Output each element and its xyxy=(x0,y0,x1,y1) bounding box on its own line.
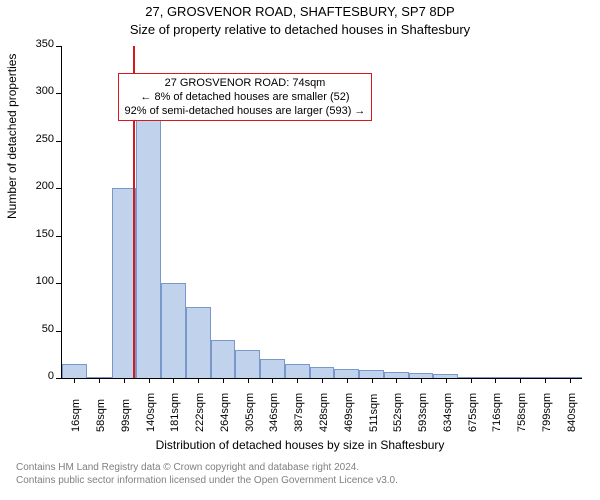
y-tick-label: 150 xyxy=(22,228,54,240)
footer-line-2: Contains public sector information licen… xyxy=(16,475,600,488)
y-tick-label: 50 xyxy=(22,323,54,335)
histogram-bar xyxy=(186,307,211,378)
x-tick-label: 181sqm xyxy=(169,393,181,432)
y-tick-label: 100 xyxy=(22,275,54,287)
chart-subtitle: Size of property relative to detached ho… xyxy=(0,22,600,37)
x-tick-mark xyxy=(149,378,150,383)
histogram-bar xyxy=(235,350,260,378)
histogram-bar xyxy=(260,359,285,378)
y-tick-mark xyxy=(56,93,62,94)
x-tick-mark xyxy=(421,378,422,383)
y-tick-mark xyxy=(56,141,62,142)
info-box-line: 92% of semi-detached houses are larger (… xyxy=(125,104,366,118)
x-tick-label: 58sqm xyxy=(95,399,107,432)
histogram-bar xyxy=(161,283,186,378)
page-title: 27, GROSVENOR ROAD, SHAFTESBURY, SP7 8DP xyxy=(0,4,600,19)
x-tick-label: 593sqm xyxy=(417,393,429,432)
y-tick-label: 200 xyxy=(22,180,54,192)
histogram-bar xyxy=(211,340,236,378)
y-tick-mark xyxy=(56,331,62,332)
x-tick-mark xyxy=(99,378,100,383)
x-tick-label: 552sqm xyxy=(392,393,404,432)
x-tick-label: 140sqm xyxy=(145,393,157,432)
x-tick-label: 387sqm xyxy=(293,393,305,432)
x-tick-label: 99sqm xyxy=(120,399,132,432)
y-tick-mark xyxy=(56,236,62,237)
y-tick-mark xyxy=(56,283,62,284)
x-tick-label: 840sqm xyxy=(566,393,578,432)
x-tick-mark xyxy=(198,378,199,383)
x-tick-mark xyxy=(223,378,224,383)
property-info-box: 27 GROSVENOR ROAD: 74sqm← 8% of detached… xyxy=(118,73,373,122)
x-tick-label: 799sqm xyxy=(541,393,553,432)
histogram-bar xyxy=(285,364,310,378)
y-axis-line xyxy=(61,46,62,378)
x-tick-mark xyxy=(124,378,125,383)
histogram-bar xyxy=(62,364,87,378)
x-tick-label: 675sqm xyxy=(467,393,479,432)
x-tick-label: 758sqm xyxy=(516,393,528,432)
y-tick-label: 250 xyxy=(22,133,54,145)
x-tick-mark xyxy=(322,378,323,383)
x-tick-mark xyxy=(173,378,174,383)
y-tick-label: 0 xyxy=(22,370,54,382)
x-tick-mark xyxy=(74,378,75,383)
footer-line-1: Contains HM Land Registry data © Crown c… xyxy=(16,462,600,475)
x-axis-label: Distribution of detached houses by size … xyxy=(0,438,600,452)
histogram-bar xyxy=(310,367,335,378)
footer-attribution: Contains HM Land Registry data © Crown c… xyxy=(0,462,600,487)
histogram-bar xyxy=(334,369,359,378)
x-tick-mark xyxy=(272,378,273,383)
x-tick-mark xyxy=(446,378,447,383)
x-tick-label: 469sqm xyxy=(343,393,355,432)
x-tick-mark xyxy=(471,378,472,383)
y-axis-label: Number of detached properties xyxy=(5,203,19,219)
y-tick-label: 300 xyxy=(22,85,54,97)
x-tick-mark xyxy=(495,378,496,383)
x-tick-mark xyxy=(347,378,348,383)
x-tick-label: 222sqm xyxy=(194,393,206,432)
y-tick-mark xyxy=(56,188,62,189)
x-tick-label: 428sqm xyxy=(318,393,330,432)
x-tick-label: 16sqm xyxy=(70,399,82,432)
info-box-line: 27 GROSVENOR ROAD: 74sqm xyxy=(125,76,366,90)
x-tick-label: 346sqm xyxy=(268,393,280,432)
x-tick-mark xyxy=(372,378,373,383)
x-tick-mark xyxy=(297,378,298,383)
x-tick-label: 305sqm xyxy=(244,393,256,432)
x-tick-label: 634sqm xyxy=(442,393,454,432)
x-tick-label: 264sqm xyxy=(219,393,231,432)
histogram-bar xyxy=(136,112,161,378)
x-tick-label: 716sqm xyxy=(491,393,503,432)
y-tick-mark xyxy=(56,46,62,47)
info-box-line: ← 8% of detached houses are smaller (52) xyxy=(125,90,366,104)
y-tick-label: 350 xyxy=(22,38,54,50)
y-tick-mark xyxy=(56,378,62,379)
histogram-bar xyxy=(359,370,384,378)
x-tick-mark xyxy=(570,378,571,383)
x-tick-label: 511sqm xyxy=(368,394,380,432)
chart-plot-area: 05010015020025030035016sqm58sqm99sqm140s… xyxy=(62,46,582,378)
x-tick-mark xyxy=(396,378,397,383)
x-tick-mark xyxy=(248,378,249,383)
x-tick-mark xyxy=(520,378,521,383)
x-tick-mark xyxy=(545,378,546,383)
